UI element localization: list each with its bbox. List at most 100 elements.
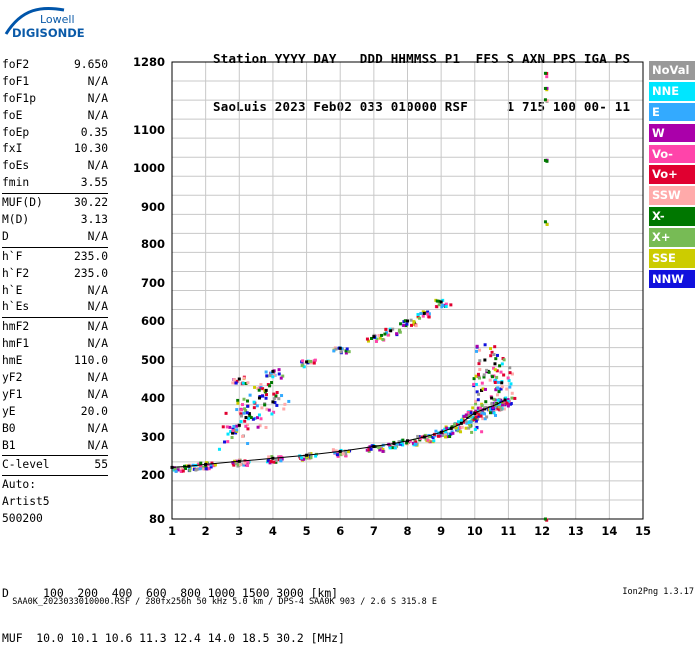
echo-point [508, 366, 512, 370]
echo-point [174, 469, 178, 473]
echo-point [411, 441, 415, 445]
echo-point [426, 312, 430, 316]
data-point [543, 98, 547, 102]
y-tick-label: 200 [141, 468, 165, 482]
echo-point [314, 454, 318, 458]
echo-point [513, 396, 517, 400]
param-name: hmF2 [2, 320, 30, 334]
echo-point [231, 429, 235, 433]
echo-point [496, 407, 500, 411]
echo-point [444, 431, 448, 435]
x-tick-label: 2 [202, 524, 210, 538]
echo-point [464, 426, 468, 430]
param-row: B0 N/A [2, 421, 108, 438]
echo-point [255, 404, 259, 408]
echo-point [421, 310, 425, 314]
echo-point [274, 460, 278, 464]
param-value: N/A [87, 320, 108, 334]
echo-point [444, 302, 448, 306]
echo-point [494, 388, 498, 392]
echo-point [225, 425, 229, 429]
echo-point [381, 337, 385, 341]
echo-point [401, 438, 405, 442]
muf-table-muf-row: MUF 10.0 10.1 10.6 11.3 12.4 14.0 18.5 3… [2, 631, 345, 645]
echo-point [246, 464, 250, 468]
echo-point [378, 448, 382, 452]
echo-point [302, 365, 306, 369]
param-name: foF2 [2, 58, 30, 71]
param-row: yE 20.0 [2, 404, 108, 421]
echo-point [197, 462, 201, 466]
echo-point [210, 461, 214, 465]
echo-point [497, 403, 501, 407]
data-point [247, 412, 251, 416]
echo-point [184, 464, 188, 468]
echo-point [497, 390, 501, 394]
echo-point [427, 315, 431, 319]
echo-point [418, 316, 422, 320]
echo-point [253, 416, 257, 420]
logo-text-digisonde: DIGISONDE [12, 26, 85, 40]
echo-point [334, 449, 338, 453]
echo-point [309, 359, 313, 363]
echo-point [495, 393, 499, 397]
echo-point [241, 403, 245, 407]
param-name: C-level [2, 458, 50, 472]
param-row: yF1 N/A [2, 387, 108, 404]
echo-point [436, 434, 440, 438]
echo-point [402, 323, 406, 327]
param-name: D [2, 229, 9, 243]
echo-point [380, 333, 384, 337]
echo-point [421, 314, 425, 318]
echo-point [508, 371, 512, 375]
echo-point [418, 437, 422, 441]
echo-point [257, 386, 261, 390]
x-tick-label: 1 [168, 524, 176, 538]
echo-point [370, 444, 374, 448]
echo-point [232, 424, 236, 428]
echo-point [377, 333, 381, 337]
param-name: hmF1 [2, 337, 30, 351]
echo-point [246, 399, 250, 403]
data-point [439, 300, 443, 304]
echo-point [344, 351, 348, 355]
echo-point [381, 449, 385, 453]
echo-point [482, 412, 486, 416]
echo-point [437, 303, 441, 307]
x-tick-label: 13 [568, 524, 584, 538]
echo-point [264, 425, 268, 429]
data-point [543, 71, 547, 75]
echo-point [502, 407, 506, 411]
param-row: C-level 55 [2, 457, 108, 474]
footer: SAA0K_2023033010000.RSF / 280fx256h 50 k… [2, 587, 698, 617]
echo-point [231, 461, 235, 465]
echo-point [261, 394, 265, 398]
echo-point [176, 468, 180, 472]
echo-point [476, 406, 480, 410]
echo-point [434, 429, 438, 433]
echo-point [464, 413, 468, 417]
echo-point [479, 406, 483, 410]
x-tick-label: 4 [269, 524, 277, 538]
echo-point [489, 347, 493, 351]
echo-point [444, 435, 448, 439]
echo-point [271, 375, 275, 379]
echo-point [480, 404, 484, 408]
echo-point [494, 413, 498, 417]
param-name: fmin [2, 176, 30, 190]
data-point [372, 335, 376, 339]
echo-point [347, 450, 351, 454]
echo-point [347, 350, 351, 354]
echo-point [506, 376, 510, 380]
echo-point [269, 460, 273, 464]
echo-point [259, 385, 263, 389]
echo-point [236, 463, 240, 467]
param-name: h`F [2, 249, 23, 263]
echo-point [495, 369, 499, 373]
param-name: hmE [2, 354, 23, 368]
echo-point [257, 388, 261, 392]
echo-point [395, 332, 399, 336]
echo-point [477, 412, 481, 416]
echo-point [274, 458, 278, 462]
echo-point [449, 432, 453, 436]
